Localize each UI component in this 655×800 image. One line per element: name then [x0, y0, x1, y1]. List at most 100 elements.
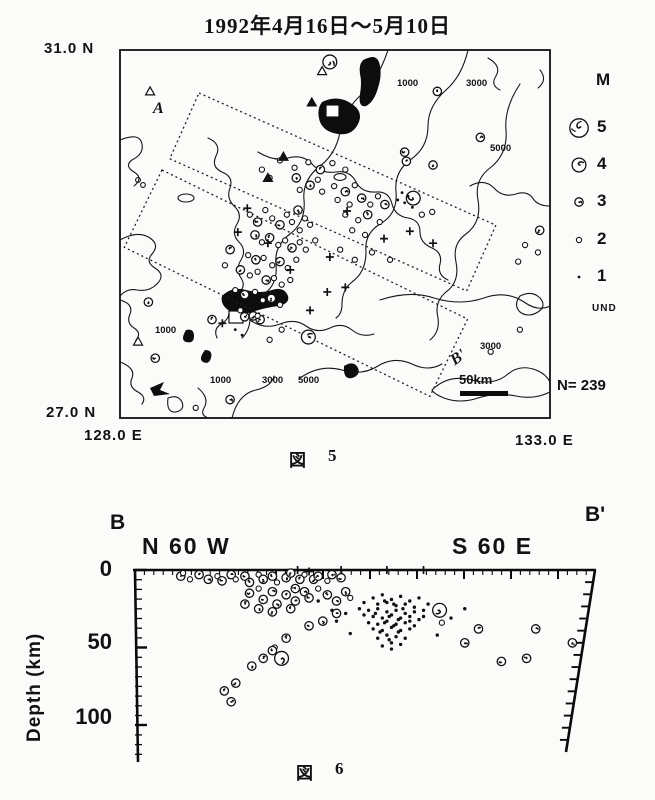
quake-symbol [577, 275, 581, 279]
quake-symbol [255, 585, 262, 592]
quake-symbol [278, 326, 285, 333]
quake-symbol [386, 256, 394, 263]
quake-symbol [318, 188, 326, 195]
quake-symbol [218, 319, 227, 328]
section-figure6 [133, 566, 597, 763]
quake-symbol [315, 585, 322, 592]
depth-tick-0: 0 [99, 556, 112, 581]
contour-label: 1000 [397, 78, 418, 89]
figure5-caption-number: 5 [328, 446, 339, 465]
quake-symbol [253, 603, 264, 614]
quake-symbol [300, 329, 316, 345]
quake-symbol [399, 147, 410, 157]
quake-symbol [260, 254, 267, 262]
quake-symbol [429, 208, 436, 216]
map-frame [119, 49, 551, 419]
quake-symbol [463, 607, 467, 611]
quake-symbol [243, 204, 252, 213]
quake-symbol [203, 574, 214, 585]
section-b-prime-label: B' [585, 503, 606, 526]
quake-symbol [349, 227, 356, 234]
quake-symbol [496, 656, 507, 667]
quake-symbol [269, 215, 276, 222]
quake-symbol [226, 569, 237, 580]
quake-symbol [316, 599, 320, 603]
quake-symbol [380, 644, 385, 648]
quake-symbol [530, 624, 541, 634]
quake-symbol [246, 661, 257, 671]
quake-symbol [487, 348, 494, 355]
map-figure5: 1000 3000 5000 1000 1000 3000 5000 3000 [119, 49, 589, 419]
contour-label: 3000 [480, 341, 501, 352]
contour-label: 1000 [155, 325, 176, 336]
direction-left-label: N 60 W [142, 533, 231, 559]
quake-symbol [401, 607, 405, 611]
quake-symbol [244, 588, 255, 599]
quake-symbol [346, 201, 353, 208]
quake-symbol [419, 566, 428, 574]
quake-symbol [144, 85, 156, 96]
quake-symbol [132, 335, 144, 346]
quake-symbol [264, 232, 275, 243]
figure6-caption-number: 6 [335, 759, 346, 778]
quake-symbol [266, 293, 277, 304]
legend-header: M [596, 70, 611, 89]
quake-symbol [304, 593, 314, 603]
quake-symbol [194, 569, 204, 580]
legend-label-m1: 1 [597, 266, 607, 285]
quake-symbol [263, 239, 272, 248]
scale-bar [460, 391, 508, 396]
quake-symbol [237, 307, 244, 314]
quake-symbol [396, 630, 401, 634]
quake-symbol [417, 617, 421, 622]
section-rectangle-a [168, 92, 497, 292]
quake-symbol [251, 254, 261, 265]
quake-symbol [270, 275, 278, 282]
quake-symbol [252, 217, 263, 227]
quake-symbol [239, 289, 250, 300]
quake-symbol [534, 249, 542, 256]
quake-symbol [244, 577, 255, 588]
quake-symbol [269, 262, 276, 269]
quake-symbol [521, 241, 529, 249]
quake-symbol [343, 207, 352, 215]
quake-symbol [343, 611, 348, 616]
quake-symbol [362, 613, 366, 617]
quake-symbol [403, 636, 407, 640]
section-left-axis [133, 569, 140, 763]
quake-symbol [305, 567, 314, 576]
quake-symbol [304, 620, 314, 631]
quake-symbol [277, 150, 289, 161]
section-right-axis [564, 569, 597, 753]
legend-label-m4: 4 [597, 154, 607, 173]
quake-symbol [421, 614, 426, 619]
quake-symbol [258, 239, 266, 246]
quake-symbol [217, 575, 227, 586]
quake-symbol [396, 198, 400, 202]
section-b-label: B [110, 511, 126, 534]
quake-symbol [244, 252, 252, 259]
quake-symbol [225, 244, 235, 255]
quake-symbol [287, 242, 297, 253]
quake-symbol [293, 566, 302, 574]
quake-symbol [534, 225, 545, 236]
quake-symbol [516, 326, 524, 333]
quake-symbol [408, 627, 412, 631]
quake-symbol [357, 607, 362, 611]
quake-symbol [387, 638, 391, 642]
quake-symbol [574, 197, 584, 207]
quake-symbol [240, 333, 244, 337]
quake-symbol [475, 132, 486, 143]
quake-symbol [235, 265, 246, 275]
quake-symbol [403, 201, 407, 205]
quake-symbol [392, 602, 396, 606]
quake-symbol [348, 631, 352, 636]
section-hypocenters [175, 566, 578, 707]
quake-symbol [301, 215, 309, 222]
quake-symbol [254, 268, 261, 275]
quake-symbol [301, 571, 308, 578]
quake-symbol [380, 199, 390, 210]
quake-symbol [330, 183, 338, 190]
map-epicenters [132, 54, 545, 412]
quake-symbol [274, 650, 290, 666]
